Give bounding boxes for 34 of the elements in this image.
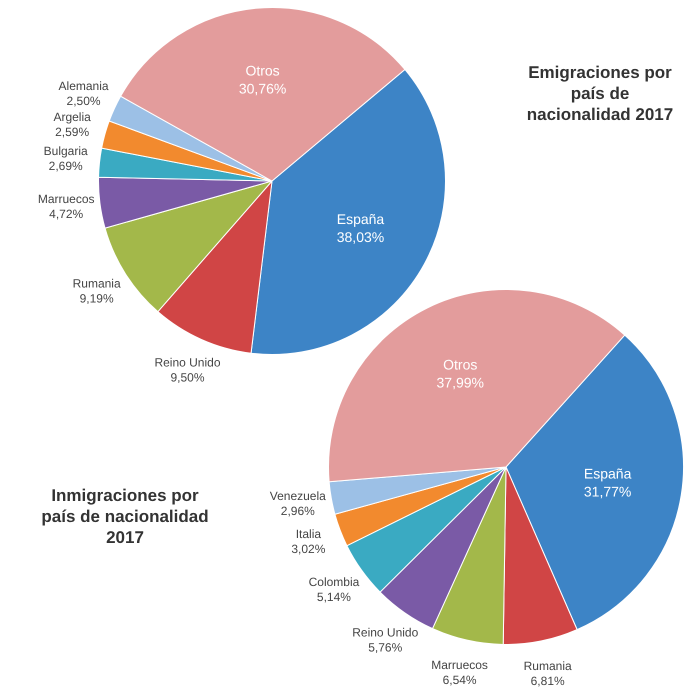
slice-label: España [336, 210, 384, 227]
data-label: 2,50% [66, 94, 101, 108]
data-label: 9,19% [80, 292, 114, 306]
slice-label: Reino Unido [154, 355, 221, 370]
text: Emigraciones por país de nacionalidad 2017 [526, 62, 674, 125]
data-label: 6,81% [530, 674, 565, 688]
data-label: 9,50% [170, 370, 205, 384]
data-label: 2,96% [280, 504, 316, 518]
slice-label: Venezuela [270, 488, 326, 503]
slice-label: Marruecos [38, 192, 95, 206]
data-label: 2,59% [55, 125, 90, 140]
slice-label: Rumania [72, 276, 121, 291]
slice-label: España [584, 465, 632, 482]
slice-label: Reino Unido [352, 625, 419, 640]
data-label: 31,77% [584, 483, 632, 500]
slice-label: Otros [245, 62, 280, 79]
data-label: 5,76% [368, 640, 403, 654]
slice-label: Argelia [53, 110, 92, 124]
data-label: 5,14% [316, 590, 352, 604]
slice-label: Rumania [524, 659, 572, 674]
data-label: 30,76% [238, 80, 286, 97]
data-label: 37,99% [436, 374, 484, 391]
slice-label: Otros [443, 356, 478, 373]
data-label: 38,03% [336, 228, 384, 245]
slice-label: Marruecos [431, 658, 488, 672]
text: Inmigraciones por país de nacionalidad 2017 [40, 485, 210, 548]
slice-label: Alemania [58, 78, 109, 93]
data-label: 3,02% [291, 542, 326, 556]
slice-label: Italia [296, 527, 322, 542]
slice-label: Bulgaria [44, 144, 88, 158]
data-label: 6,54% [442, 673, 477, 688]
data-label: 2,69% [48, 158, 84, 173]
slice-label: Colombia [308, 574, 360, 589]
data-label: 4,72% [49, 207, 84, 222]
